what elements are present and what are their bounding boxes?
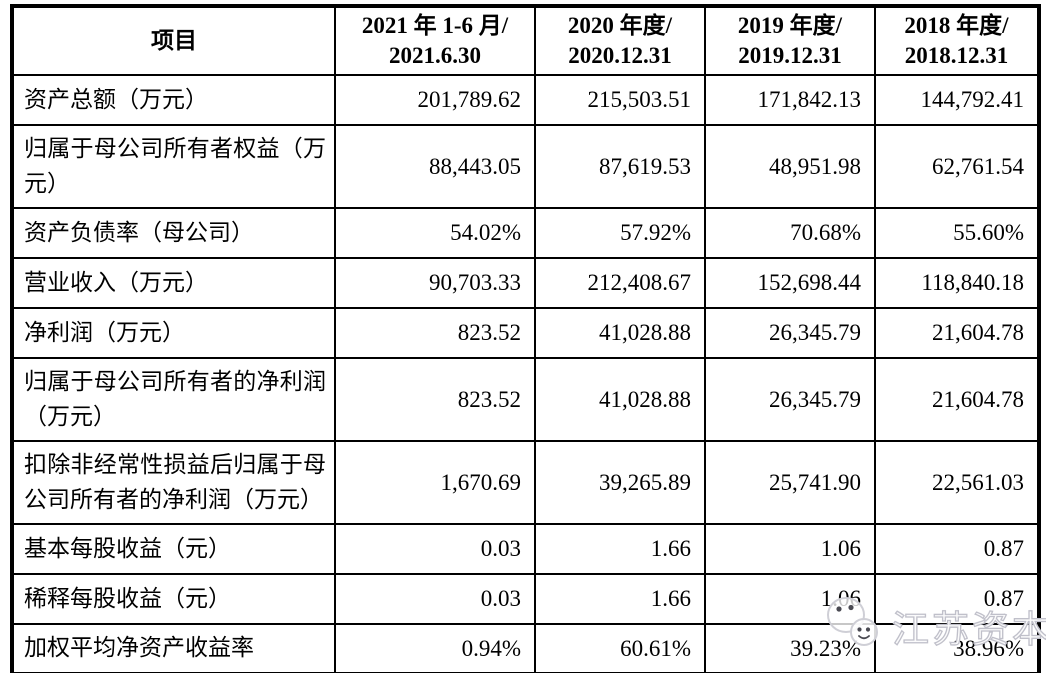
header-cell-period-2019: 2019 年度/ 2019.12.31 — [704, 5, 876, 76]
row-label: 扣除非经常性损益后归属于母公司所有者的净利润（万元） — [11, 440, 336, 525]
row-value: 60.61% — [534, 623, 706, 673]
row-value: 0.03 — [334, 573, 536, 625]
header-cell-period-2018: 2018 年度/ 2018.12.31 — [874, 5, 1040, 76]
row-label: 净利润（万元） — [11, 307, 336, 359]
row-value: 1.66 — [534, 523, 706, 575]
row-label: 基本每股收益（元） — [11, 523, 336, 575]
row-value: 1.06 — [704, 573, 876, 625]
row-value: 26,345.79 — [704, 307, 876, 359]
table-header: 项目 2021 年 1-6 月/ 2021.6.30 2020 年度/ 2020… — [11, 5, 1040, 76]
row-value: 41,028.88 — [534, 357, 706, 442]
row-value: 152,698.44 — [704, 257, 876, 309]
row-label: 资产负债率（母公司） — [11, 207, 336, 259]
row-value: 171,842.13 — [704, 74, 876, 126]
row-value: 1,670.69 — [334, 440, 536, 525]
row-value: 54.02% — [334, 207, 536, 259]
row-value: 25,741.90 — [704, 440, 876, 525]
table-row: 基本每股收益（元） 0.03 1.66 1.06 0.87 — [11, 523, 1040, 575]
row-label: 营业收入（万元） — [11, 257, 336, 309]
table-body: 资产总额（万元） 201,789.62 215,503.51 171,842.1… — [11, 74, 1040, 673]
row-value: 39,265.89 — [534, 440, 706, 525]
row-value: 1.06 — [704, 523, 876, 575]
row-label: 稀释每股收益（元） — [11, 573, 336, 625]
table-row: 营业收入（万元） 90,703.33 212,408.67 152,698.44… — [11, 257, 1040, 309]
row-value: 48,951.98 — [704, 124, 876, 209]
table-row: 归属于母公司所有者权益（万元） 88,443.05 87,619.53 48,9… — [11, 124, 1040, 209]
financial-summary-table: 项目 2021 年 1-6 月/ 2021.6.30 2020 年度/ 2020… — [10, 4, 1041, 673]
table-row: 净利润（万元） 823.52 41,028.88 26,345.79 21,60… — [11, 307, 1040, 359]
row-value: 62,761.54 — [874, 124, 1040, 209]
row-value: 21,604.78 — [874, 357, 1040, 442]
period-line2: 2021.6.30 — [389, 43, 481, 68]
row-value: 55.60% — [874, 207, 1040, 259]
row-value: 70.68% — [704, 207, 876, 259]
table-row: 归属于母公司所有者的净利润（万元） 823.52 41,028.88 26,34… — [11, 357, 1040, 442]
period-line1: 2021 年 1-6 月/ — [361, 13, 509, 39]
row-value: 1.66 — [534, 573, 706, 625]
row-value: 22,561.03 — [874, 440, 1040, 525]
header-row: 项目 2021 年 1-6 月/ 2021.6.30 2020 年度/ 2020… — [11, 5, 1040, 76]
header-cell-period-2020: 2020 年度/ 2020.12.31 — [534, 5, 706, 76]
row-value: 201,789.62 — [334, 74, 536, 126]
period-line1: 2020 年度/ — [567, 13, 673, 39]
row-value: 0.94% — [334, 623, 536, 673]
header-cell-period-2021: 2021 年 1-6 月/ 2021.6.30 — [334, 5, 536, 76]
row-value: 0.03 — [334, 523, 536, 575]
row-label: 资产总额（万元） — [11, 74, 336, 126]
row-value: 90,703.33 — [334, 257, 536, 309]
period-line1: 2018 年度/ — [904, 13, 1009, 39]
period-line1: 2019 年度/ — [737, 13, 843, 39]
table-row: 稀释每股收益（元） 0.03 1.66 1.06 0.87 — [11, 573, 1040, 625]
row-value: 57.92% — [534, 207, 706, 259]
row-value: 823.52 — [334, 357, 536, 442]
row-value: 0.87 — [874, 523, 1040, 575]
table-row: 资产总额（万元） 201,789.62 215,503.51 171,842.1… — [11, 74, 1040, 126]
row-value: 118,840.18 — [874, 257, 1040, 309]
row-value: 823.52 — [334, 307, 536, 359]
period-line2: 2019.12.31 — [738, 43, 842, 68]
row-label: 归属于母公司所有者的净利润（万元） — [11, 357, 336, 442]
row-value: 88,443.05 — [334, 124, 536, 209]
row-value: 144,792.41 — [874, 74, 1040, 126]
header-item-label: 项目 — [151, 28, 197, 54]
table-row: 加权平均净资产收益率 0.94% 60.61% 39.23% 38.96% — [11, 623, 1040, 673]
row-value: 212,408.67 — [534, 257, 706, 309]
row-label: 归属于母公司所有者权益（万元） — [11, 124, 336, 209]
header-cell-item: 项目 — [11, 5, 336, 76]
table-row: 扣除非经常性损益后归属于母公司所有者的净利润（万元） 1,670.69 39,2… — [11, 440, 1040, 525]
row-value: 26,345.79 — [704, 357, 876, 442]
row-value: 0.87 — [874, 573, 1040, 625]
row-value: 87,619.53 — [534, 124, 706, 209]
table-row: 资产负债率（母公司） 54.02% 57.92% 70.68% 55.60% — [11, 207, 1040, 259]
row-value: 215,503.51 — [534, 74, 706, 126]
row-value: 41,028.88 — [534, 307, 706, 359]
row-value: 39.23% — [704, 623, 876, 673]
row-value: 21,604.78 — [874, 307, 1040, 359]
period-line2: 2018.12.31 — [904, 43, 1009, 68]
row-label: 加权平均净资产收益率 — [11, 623, 336, 673]
period-line2: 2020.12.31 — [568, 43, 672, 68]
row-value: 38.96% — [874, 623, 1040, 673]
